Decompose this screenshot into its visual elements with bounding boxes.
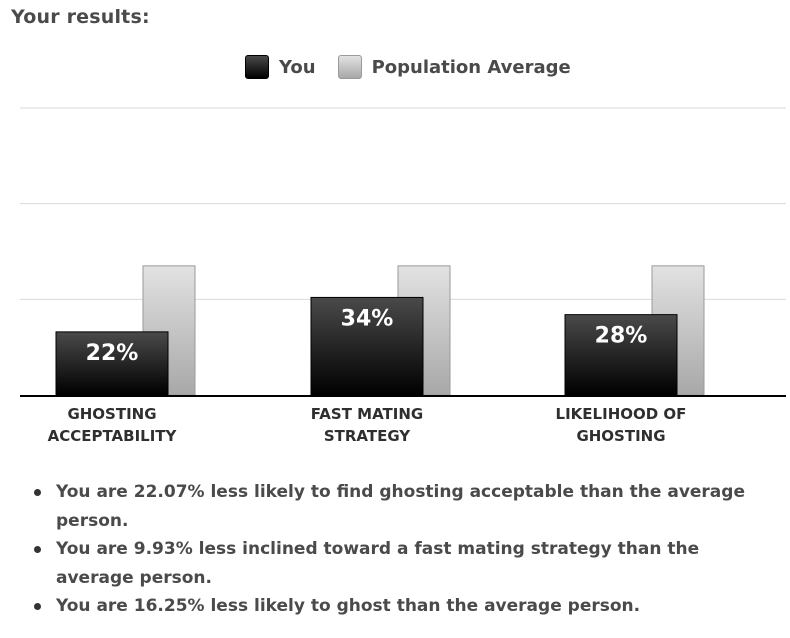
- result-item: You are 22.07% less likely to find ghost…: [30, 478, 780, 535]
- legend-label-you: You: [279, 56, 316, 78]
- category-label-line: GHOSTING: [576, 427, 665, 445]
- category-label: LIKELIHOOD OF GHOSTING: [556, 405, 687, 445]
- legend-swatch-you: [245, 55, 269, 79]
- result-text: You are 9.93% less inclined toward a fas…: [56, 539, 700, 588]
- bar-value-label: 28%: [595, 324, 648, 349]
- bullet-icon: [34, 489, 41, 496]
- category-label-line: GHOSTING: [67, 405, 156, 423]
- bullet-icon: [34, 546, 41, 553]
- category-label-line: STRATEGY: [324, 427, 411, 445]
- bar-value-label: 22%: [86, 341, 139, 366]
- results-heading: Your results:: [11, 6, 150, 28]
- category-label-line: LIKELIHOOD OF: [556, 405, 687, 423]
- category-label: GHOSTING ACCEPTABILITY: [48, 405, 178, 445]
- category-label-line: FAST MATING: [311, 405, 423, 423]
- result-text: You are 16.25% less likely to ghost than…: [56, 596, 641, 616]
- legend-label-average: Population Average: [371, 56, 571, 78]
- legend-swatch-average: [337, 55, 362, 79]
- bar-value-label: 34%: [341, 306, 394, 331]
- result-item: You are 16.25% less likely to ghost than…: [30, 592, 780, 621]
- legend-item-average: Population Average: [337, 55, 571, 79]
- results-list: You are 22.07% less likely to find ghost…: [30, 478, 780, 621]
- bullet-icon: [34, 603, 41, 610]
- bar-you: [55, 331, 169, 396]
- chart-legend: You Population Average: [245, 55, 593, 79]
- bar-you: [310, 296, 424, 396]
- category-label: FAST MATING STRATEGY: [311, 405, 423, 445]
- result-item: You are 9.93% less inclined toward a fas…: [30, 535, 780, 592]
- legend-item-you: You: [245, 55, 316, 79]
- category-label-line: ACCEPTABILITY: [48, 427, 178, 445]
- result-text: You are 22.07% less likely to find ghost…: [56, 482, 745, 531]
- results-bar-chart: 22% GHOSTING ACCEPTABILITY 34% FAST MATING ST…: [20, 107, 786, 445]
